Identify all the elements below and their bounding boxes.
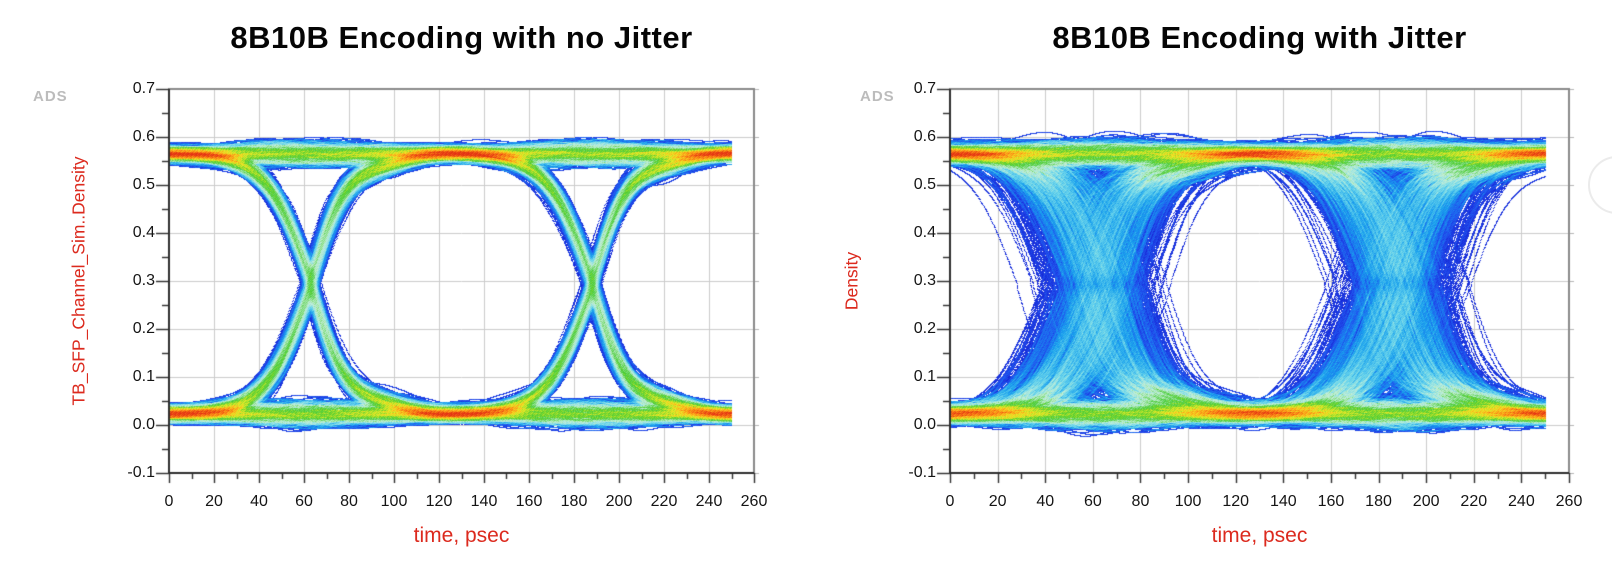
- ads-watermark: ADS: [33, 88, 68, 105]
- eye-diagram-canvas-jitter: [806, 0, 1612, 576]
- x-tick-label: 20: [205, 493, 223, 510]
- x-tick-label: 180: [560, 493, 588, 510]
- y-tick-label: 0.7: [913, 80, 936, 97]
- x-tick-label: 80: [340, 493, 358, 510]
- x-tick-label: 240: [695, 493, 723, 510]
- x-tick-label: 160: [1317, 493, 1345, 510]
- x-tick-label: 120: [1222, 493, 1250, 510]
- x-tick-label: 0: [945, 493, 955, 510]
- y-tick-label: 0.6: [132, 128, 155, 145]
- y-tick-label: 0.5: [913, 176, 936, 193]
- y-tick-label: 0.2: [913, 320, 936, 337]
- x-tick-label: 120: [425, 493, 453, 510]
- x-tick-label: 240: [1508, 493, 1535, 510]
- y-tick-label: 0.3: [913, 272, 936, 289]
- x-tick-label: 40: [250, 493, 268, 510]
- y-tick-label: 0.0: [132, 416, 155, 433]
- chart-panel-no-jitter: 8B10B Encoding with no Jitter ADS TB_SFP…: [0, 0, 806, 576]
- y-tick-label: -0.1: [908, 464, 936, 481]
- x-tick-label: 0: [164, 493, 174, 510]
- chart-title-no-jitter: 8B10B Encoding with no Jitter: [230, 20, 693, 55]
- y-tick-label: 0.5: [132, 176, 155, 193]
- x-tick-label: 60: [1083, 493, 1102, 510]
- x-tick-label: 60: [295, 493, 313, 510]
- y-tick-label: 0.4: [913, 224, 936, 241]
- y-axis-label-jitter: Density: [841, 251, 862, 311]
- x-tick-label: 260: [1555, 493, 1583, 510]
- x-tick-label: 100: [380, 493, 408, 510]
- x-tick-label: 200: [1412, 493, 1440, 510]
- y-tick-label: 0.0: [913, 416, 936, 433]
- x-tick-label: 40: [1036, 493, 1055, 510]
- x-tick-label: 200: [605, 493, 633, 510]
- eye-diagram-canvas-no-jitter: [0, 0, 806, 576]
- x-tick-label: 260: [740, 493, 768, 510]
- y-tick-label: 0.2: [132, 320, 155, 337]
- x-axis-label-no-jitter: time, psec: [413, 524, 510, 547]
- y-tick-label: 0.4: [132, 224, 155, 241]
- x-tick-label: 160: [515, 493, 543, 510]
- y-tick-label: 0.1: [913, 368, 936, 385]
- x-axis-label-jitter: time, psec: [1211, 524, 1308, 547]
- y-tick-label: 0.7: [132, 80, 155, 97]
- x-tick-label: 100: [1174, 493, 1202, 510]
- chart-title-jitter: 8B10B Encoding with Jitter: [1052, 20, 1467, 55]
- y-tick-label: 0.6: [913, 128, 936, 145]
- y-tick-label: 0.1: [132, 368, 155, 385]
- ads-watermark: ADS: [860, 88, 895, 105]
- x-tick-label: 140: [1269, 493, 1297, 510]
- y-axis-label-no-jitter: TB_SFP_Channel_Sim..Density: [68, 156, 89, 406]
- x-tick-label: 140: [470, 493, 498, 510]
- x-tick-label: 80: [1131, 493, 1150, 510]
- y-tick-label: -0.1: [127, 464, 155, 481]
- chart-panel-jitter: 8B10B Encoding with Jitter ADS Density t…: [806, 0, 1612, 576]
- x-tick-label: 20: [988, 493, 1007, 510]
- x-tick-label: 220: [1460, 493, 1488, 510]
- x-tick-label: 180: [1365, 493, 1392, 510]
- x-tick-label: 220: [650, 493, 678, 510]
- y-tick-label: 0.3: [132, 272, 155, 289]
